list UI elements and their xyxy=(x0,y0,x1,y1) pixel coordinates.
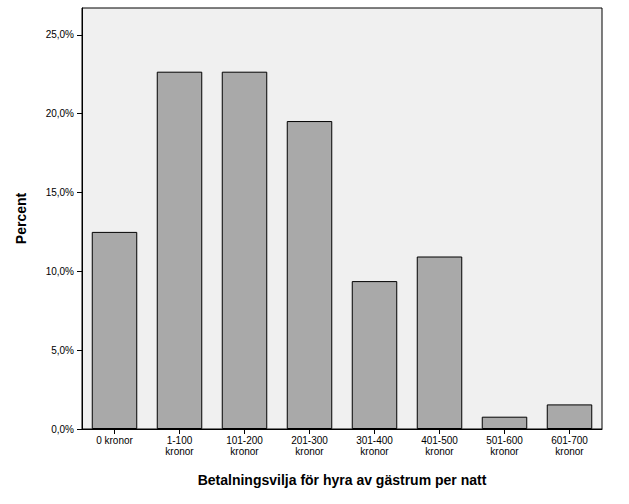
svg-text:kronor: kronor xyxy=(425,446,454,457)
svg-text:1-100: 1-100 xyxy=(167,435,193,446)
svg-text:kronor: kronor xyxy=(490,446,519,457)
svg-text:kronor: kronor xyxy=(165,446,194,457)
svg-text:Betalningsvilja för hyra av gä: Betalningsvilja för hyra av gästrum per … xyxy=(198,472,487,488)
svg-text:301-400: 301-400 xyxy=(356,435,393,446)
svg-text:201-300: 201-300 xyxy=(291,435,328,446)
svg-text:401-500: 401-500 xyxy=(421,435,458,446)
svg-text:Percent: Percent xyxy=(13,192,29,244)
svg-text:15,0%: 15,0% xyxy=(46,187,74,198)
svg-text:kronor: kronor xyxy=(555,446,584,457)
svg-text:10,0%: 10,0% xyxy=(46,266,74,277)
svg-text:601-700: 601-700 xyxy=(551,435,588,446)
svg-text:20,0%: 20,0% xyxy=(46,108,74,119)
svg-text:kronor: kronor xyxy=(295,446,324,457)
svg-text:0,0%: 0,0% xyxy=(51,424,74,435)
svg-text:25,0%: 25,0% xyxy=(46,29,74,40)
svg-text:5,0%: 5,0% xyxy=(51,345,74,356)
svg-text:kronor: kronor xyxy=(230,446,259,457)
svg-text:0 kronor: 0 kronor xyxy=(96,435,133,446)
svg-text:kronor: kronor xyxy=(360,446,389,457)
svg-text:101-200: 101-200 xyxy=(226,435,263,446)
svg-text:501-600: 501-600 xyxy=(486,435,523,446)
